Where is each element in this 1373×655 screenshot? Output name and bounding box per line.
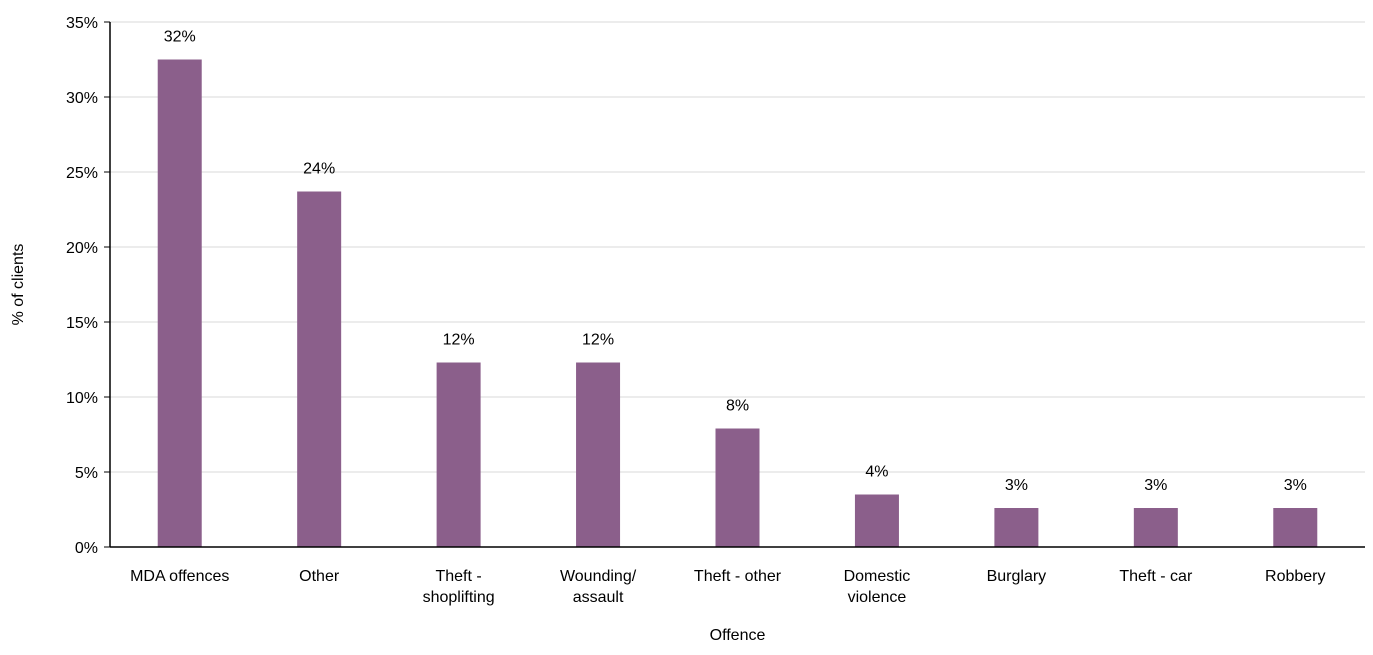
bar xyxy=(994,508,1039,547)
y-tick-label: 25% xyxy=(66,165,98,182)
data-label: 3% xyxy=(1284,477,1307,494)
data-label: 24% xyxy=(303,161,335,178)
x-tick-label: Theft - car xyxy=(1119,568,1193,585)
y-tick-label: 5% xyxy=(75,465,98,482)
y-tick-label: 20% xyxy=(66,240,98,257)
bar xyxy=(576,362,621,547)
bar xyxy=(157,59,202,547)
bar xyxy=(1273,508,1318,547)
x-axis-ticks: MDA offences Other Theft -shoplifting Wound… xyxy=(130,568,1325,606)
y-tick-label: 35% xyxy=(66,15,98,32)
bar xyxy=(715,428,760,547)
data-label: 3% xyxy=(1005,477,1028,494)
y-axis-title: % of clients xyxy=(10,244,27,326)
y-tick-label: 30% xyxy=(66,90,98,107)
x-tick-label: Wounding/assault xyxy=(560,568,637,606)
x-tick-label: Robbery xyxy=(1265,568,1325,585)
bar xyxy=(854,494,899,547)
x-tick-label: Domestic violence xyxy=(844,568,911,606)
x-tick-label: MDA offences xyxy=(130,568,229,585)
data-label: 12% xyxy=(582,332,614,349)
bar xyxy=(1133,508,1178,547)
data-labels: 32% 24% 12% 12% 8% 4% 3% 3% 3% xyxy=(164,29,1307,495)
data-label: 12% xyxy=(443,332,475,349)
bars xyxy=(157,59,1318,547)
data-label: 32% xyxy=(164,29,196,46)
x-tick-label: Burglary xyxy=(987,568,1047,585)
data-label: 8% xyxy=(726,398,749,415)
y-axis-ticks: 0% 5% 10% 15% 20% 25% 30% 35% xyxy=(66,15,110,557)
bar xyxy=(297,191,342,547)
x-tick-label: Theft - other xyxy=(694,568,782,585)
y-tick-label: 10% xyxy=(66,390,98,407)
bar xyxy=(436,362,481,547)
x-tick-label: Other xyxy=(299,568,340,585)
x-axis-title: Offence xyxy=(710,627,766,644)
data-label: 3% xyxy=(1144,477,1167,494)
y-tick-label: 0% xyxy=(75,540,98,557)
y-tick-label: 15% xyxy=(66,315,98,332)
data-label: 4% xyxy=(865,464,888,481)
x-tick-label: Theft -shoplifting xyxy=(423,568,495,606)
